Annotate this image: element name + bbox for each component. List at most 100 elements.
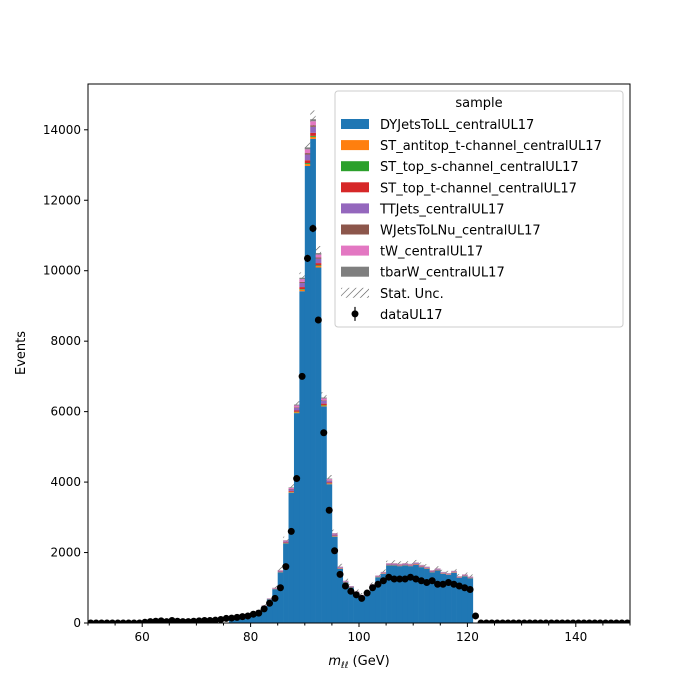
bar-TTJets_centralUL17 — [418, 565, 425, 567]
unc-band-bin — [418, 562, 425, 566]
unc-band-bin — [424, 564, 430, 568]
legend-swatch — [341, 245, 369, 256]
data-point — [390, 575, 398, 583]
legend-label: ST_top_t-channel_centralUL17 — [380, 181, 577, 196]
bar-TTJets_centralUL17 — [283, 541, 289, 543]
bar-DYJetsToLL_centralUL17 — [434, 570, 441, 623]
unc-band-bin — [283, 536, 289, 542]
bar-TTJets_centralUL17 — [375, 576, 381, 577]
bar-ST_antitop_t-channel_centralUL17 — [315, 266, 322, 268]
bar-tW_centralUL17 — [304, 149, 311, 154]
data-point — [271, 594, 279, 602]
data-point — [520, 619, 528, 623]
data-point — [244, 612, 252, 620]
unc-band-bin — [266, 596, 273, 599]
x-tick-label: 60 — [135, 630, 150, 644]
data-point — [385, 573, 393, 581]
data-point — [146, 618, 154, 623]
bar-DYJetsToLL_centralUL17 — [299, 291, 306, 623]
bar-tW_centralUL17 — [299, 279, 306, 282]
bar-TTJets_centralUL17 — [451, 571, 457, 573]
data-point — [206, 617, 214, 623]
axes: 60 80 100 120 140 0 2000 4000 6000 8000 10000 12000… — [43, 83, 631, 644]
bar-tbarW_centralUL17 — [293, 404, 300, 406]
unc-band-bin — [310, 110, 316, 127]
unc-band-bin — [407, 561, 414, 565]
bar-TTJets_centralUL17 — [321, 400, 327, 404]
data-point — [547, 619, 555, 623]
x-axis-label-main: m — [328, 654, 341, 669]
legend-label: TTJets_centralUL17 — [379, 202, 505, 217]
data-point — [515, 619, 523, 623]
bar-DYJetsToLL_centralUL17 — [364, 594, 371, 623]
bar-DYJetsToLL_centralUL17 — [228, 620, 235, 623]
data-point — [412, 575, 420, 583]
bar-tbarW_centralUL17 — [321, 397, 327, 399]
bar-ST_antitop_t-channel_centralUL17 — [293, 412, 300, 414]
x-tick-label: 140 — [564, 630, 587, 644]
unc-band-bin — [331, 529, 338, 535]
bar-TTJets_centralUL17 — [461, 575, 468, 576]
bar-TTJets_centralUL17 — [310, 126, 316, 133]
bar-ST_top_s-channel_centralUL17 — [310, 135, 316, 137]
bar-TTJets_centralUL17 — [429, 570, 436, 572]
bar-TTJets_centralUL17 — [380, 572, 387, 574]
bar-TTJets_centralUL17 — [293, 407, 300, 411]
data-point — [320, 429, 328, 437]
legend-label-unc: Stat. Unc. — [380, 287, 444, 302]
legend-label: WJetsToLNu_centralUL17 — [380, 224, 541, 239]
data-point — [509, 619, 517, 623]
data-point — [564, 619, 572, 623]
data-point — [336, 570, 344, 578]
unc-band-bin — [451, 568, 457, 572]
data-point — [618, 619, 626, 623]
data-point — [298, 372, 306, 380]
bar-DYJetsToLL_centralUL17 — [250, 613, 257, 623]
data-point — [623, 619, 630, 623]
y-tick-label: 6000 — [50, 405, 81, 419]
unc-band-bin — [380, 569, 387, 573]
data-point — [125, 619, 133, 623]
bar-TTJets_centralUL17 — [440, 572, 447, 574]
unc-band-bin — [337, 563, 343, 568]
data-point — [363, 589, 371, 597]
data-point — [417, 577, 425, 585]
data-point — [569, 619, 577, 623]
unc-band-bin — [369, 582, 376, 585]
bar-ST_top_t-channel_centralUL17 — [331, 535, 338, 537]
legend-swatch-unc — [341, 287, 369, 298]
data-point — [439, 580, 447, 588]
bar-ST_antitop_t-channel_centralUL17 — [299, 289, 306, 292]
data-point — [287, 527, 295, 535]
bar-ST_antitop_t-channel_centralUL17 — [304, 164, 311, 166]
unc-band-bin — [277, 566, 284, 571]
bar-DYJetsToLL_centralUL17 — [445, 574, 452, 623]
bar-tW_centralUL17 — [288, 487, 295, 489]
data-point — [190, 617, 198, 623]
bar-DYJetsToLL_centralUL17 — [386, 565, 392, 623]
data-point — [612, 619, 620, 623]
bar-TTJets_centralUL17 — [331, 534, 338, 536]
data-point — [157, 617, 165, 623]
bar-DYJetsToLL_centralUL17 — [342, 582, 349, 623]
data-point — [168, 617, 176, 623]
data-point — [482, 619, 490, 623]
data-point — [217, 615, 225, 623]
data-point — [201, 617, 209, 623]
data-point — [428, 577, 436, 585]
data-point — [602, 619, 610, 623]
bar-TTJets_centralUL17 — [326, 480, 333, 483]
bar-DYJetsToLL_centralUL17 — [326, 484, 333, 623]
bar-DYJetsToLL_centralUL17 — [283, 543, 289, 623]
bar-tW_centralUL17 — [315, 254, 322, 258]
data-point — [228, 614, 236, 622]
data-point — [293, 475, 301, 483]
bar-DYJetsToLL_centralUL17 — [359, 595, 365, 623]
data-point — [455, 582, 463, 590]
unc-band-bin — [429, 568, 435, 571]
legend-swatch — [341, 161, 369, 172]
data-point — [255, 609, 263, 617]
bar-DYJetsToLL_centralUL17 — [277, 572, 284, 623]
data-point — [260, 605, 268, 613]
